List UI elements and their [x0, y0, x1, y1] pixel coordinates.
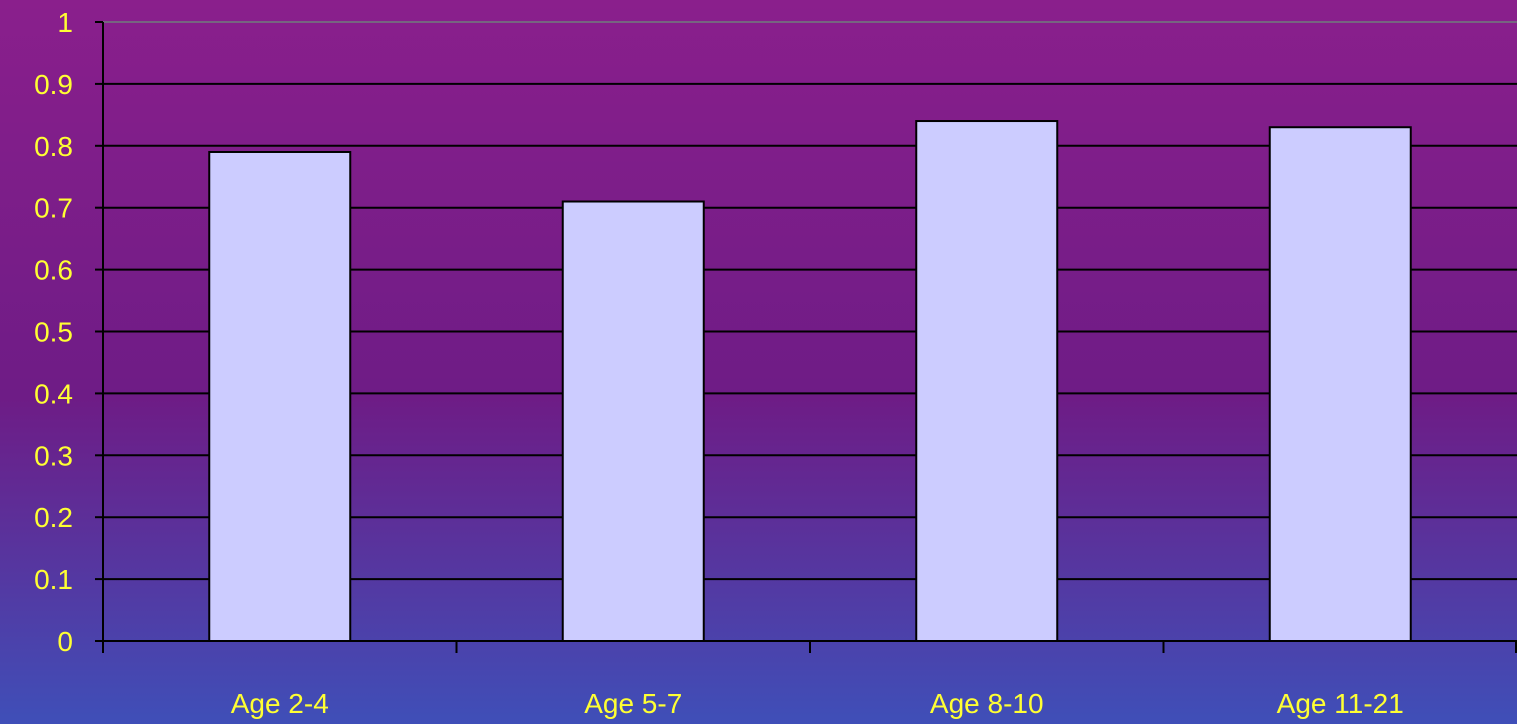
y-tick-label: 0.9 [34, 69, 73, 100]
category-label: Age 8-10 [930, 688, 1044, 719]
axes [95, 21, 1517, 653]
bar-4 [1268, 126, 1412, 643]
category-label: Age 5-7 [584, 688, 682, 719]
y-tick-labels: 0 0.1 0.2 0.3 0.4 0.5 0.6 0.7 0.8 0.9 1 [34, 7, 73, 657]
y-tick-label: 0.1 [34, 564, 73, 595]
y-tick-label: 0.2 [34, 502, 73, 533]
bar-2 [561, 200, 705, 642]
y-tick-label: 1 [57, 7, 73, 38]
category-labels: Age 2-4 Age 5-7 Age 8-10 Age 11-21 [231, 688, 1404, 719]
y-tick-label: 0.8 [34, 131, 73, 162]
y-tick-label: 0 [57, 626, 73, 657]
bar-3 [915, 120, 1059, 643]
category-label: Age 11-21 [1277, 688, 1404, 719]
y-tick-label: 0.5 [34, 317, 73, 348]
y-tick-label: 0.4 [34, 378, 73, 409]
bar-1 [208, 150, 352, 643]
y-tick-label: 0.3 [34, 440, 73, 471]
y-tick-label: 0.7 [34, 193, 73, 224]
y-tick-label: 0.6 [34, 255, 73, 286]
category-label: Age 2-4 [231, 688, 329, 719]
bars [208, 120, 1412, 643]
